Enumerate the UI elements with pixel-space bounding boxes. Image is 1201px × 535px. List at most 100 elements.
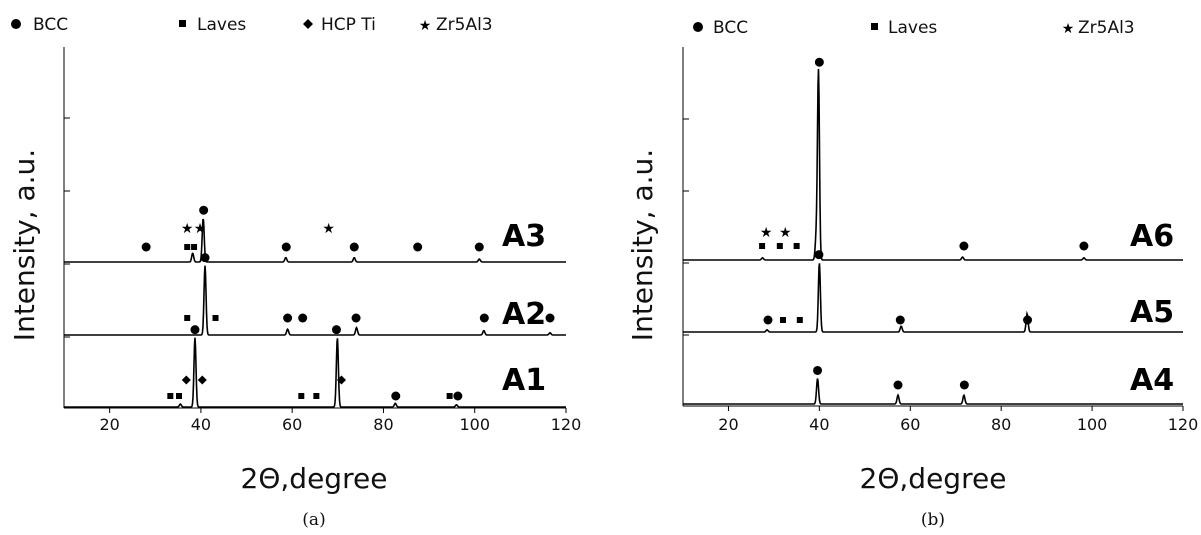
bcc-marker	[283, 313, 293, 323]
zr5al3-marker: ★	[194, 221, 207, 237]
xrd-trace-a1	[64, 337, 566, 408]
zr5al3-marker: ★	[779, 225, 792, 241]
sample-label-a5: A5	[1130, 295, 1174, 330]
sample-label-a6: A6	[1130, 219, 1174, 254]
legend-circle-icon	[11, 19, 21, 29]
laves-marker	[298, 393, 305, 399]
bcc-marker	[453, 391, 463, 401]
x-tick-label: 60	[900, 415, 920, 434]
laves-marker	[167, 393, 174, 399]
x-tick-label: 120	[551, 415, 582, 434]
x-tick-label: 80	[373, 415, 393, 434]
hcp-ti-marker	[181, 375, 191, 385]
hcp-ti-marker	[336, 375, 346, 385]
bcc-marker	[413, 242, 423, 252]
laves-marker	[759, 243, 766, 249]
bcc-marker	[763, 315, 773, 325]
x-tick-label: 80	[991, 415, 1011, 434]
laves-marker	[212, 315, 219, 321]
bcc-marker	[281, 242, 291, 252]
panel-caption-a: (a)	[302, 510, 325, 530]
x-tick-label: 60	[282, 415, 302, 434]
hcp-ti-marker	[197, 375, 207, 385]
traces-a	[64, 218, 566, 408]
legend-star-icon: ★	[1062, 21, 1075, 37]
x-ticks-b: 20 40 60 80 100 120	[718, 406, 1198, 434]
x-tick-label: 120	[1168, 415, 1199, 434]
panel-b: BCC Laves ★ Zr5Al3 20 40 60 80 100 120 ★ ★ A6 …	[626, 18, 1198, 530]
legend-label-laves: Laves	[197, 15, 246, 35]
legend-label-zr5al3: Zr5Al3	[1078, 18, 1135, 38]
xrd-trace-a4	[683, 378, 1183, 405]
xrd-trace-a5	[683, 263, 1183, 333]
laves-marker	[776, 243, 783, 249]
legend-diamond-icon	[303, 19, 313, 29]
x-tick-label: 100	[459, 415, 490, 434]
bcc-marker	[813, 365, 823, 375]
xrd-trace-a6	[683, 68, 1183, 261]
bcc-marker	[895, 315, 905, 325]
laves-marker	[793, 243, 800, 249]
bcc-marker	[141, 242, 151, 252]
legend-a: BCC Laves HCP Ti ★ Zr5Al3	[11, 15, 493, 35]
zr5al3-marker: ★	[181, 221, 194, 237]
laves-marker	[780, 317, 786, 323]
legend-label-bcc: BCC	[713, 18, 748, 38]
y-axis-title-a: Intensity, a.u.	[8, 149, 41, 341]
bcc-marker	[200, 253, 210, 263]
x-tick-label: 20	[99, 415, 119, 434]
bcc-marker	[959, 241, 969, 251]
panel-a: BCC Laves HCP Ti ★ Zr5Al3 20 40 60 80 100 120…	[8, 15, 581, 530]
xrd-trace-a2	[64, 265, 566, 336]
legend-circle-icon	[693, 22, 703, 32]
bcc-marker	[814, 250, 824, 260]
xrd-trace-a3	[64, 218, 566, 263]
bcc-marker	[298, 313, 308, 323]
x-axis-title-b: 2Θ,degree	[860, 462, 1007, 495]
bcc-marker	[1023, 315, 1033, 325]
phase-markers-b: ★ ★	[759, 57, 1089, 390]
legend-square-icon	[871, 23, 878, 30]
zr5al3-marker: ★	[322, 221, 335, 237]
y-ticks-b	[683, 118, 689, 336]
bcc-marker	[351, 313, 361, 323]
x-tick-label: 100	[1077, 415, 1108, 434]
laves-marker	[446, 393, 453, 399]
sample-label-a1: A1	[502, 363, 546, 398]
laves-marker	[184, 244, 191, 250]
zr5al3-marker: ★	[760, 225, 773, 241]
laves-marker	[184, 315, 191, 321]
sample-label-a2: A2	[502, 297, 546, 332]
laves-marker	[191, 244, 198, 250]
y-axis-title-b: Intensity, a.u.	[626, 149, 659, 341]
bcc-marker	[474, 242, 484, 252]
bcc-marker	[814, 57, 824, 67]
x-tick-label: 20	[718, 415, 738, 434]
x-axis-title-a: 2Θ,degree	[241, 462, 388, 495]
bcc-marker	[391, 391, 401, 401]
legend-label-hcp-ti: HCP Ti	[321, 15, 376, 35]
traces-b	[683, 68, 1183, 405]
bcc-marker	[331, 325, 341, 335]
bcc-marker	[959, 380, 969, 390]
x-ticks-a: 20 40 60 80 100 120	[99, 408, 581, 434]
sample-label-a3: A3	[502, 219, 546, 254]
legend-square-icon	[179, 20, 186, 27]
legend-label-laves: Laves	[888, 18, 937, 38]
bcc-marker	[893, 380, 903, 390]
bcc-marker	[479, 313, 489, 323]
legend-label-zr5al3: Zr5Al3	[436, 15, 493, 35]
legend-star-icon: ★	[419, 18, 432, 34]
laves-marker	[796, 317, 803, 323]
laves-marker	[313, 393, 320, 399]
legend-label-bcc: BCC	[33, 15, 68, 35]
phase-markers-a: ★ ★ ★	[141, 205, 555, 401]
legend-b: BCC Laves ★ Zr5Al3	[693, 18, 1135, 38]
sample-label-a4: A4	[1130, 363, 1174, 398]
x-tick-label: 40	[191, 415, 211, 434]
bcc-marker	[190, 325, 200, 335]
x-tick-label: 40	[809, 415, 829, 434]
bcc-marker	[199, 205, 209, 215]
laves-marker	[176, 393, 183, 399]
